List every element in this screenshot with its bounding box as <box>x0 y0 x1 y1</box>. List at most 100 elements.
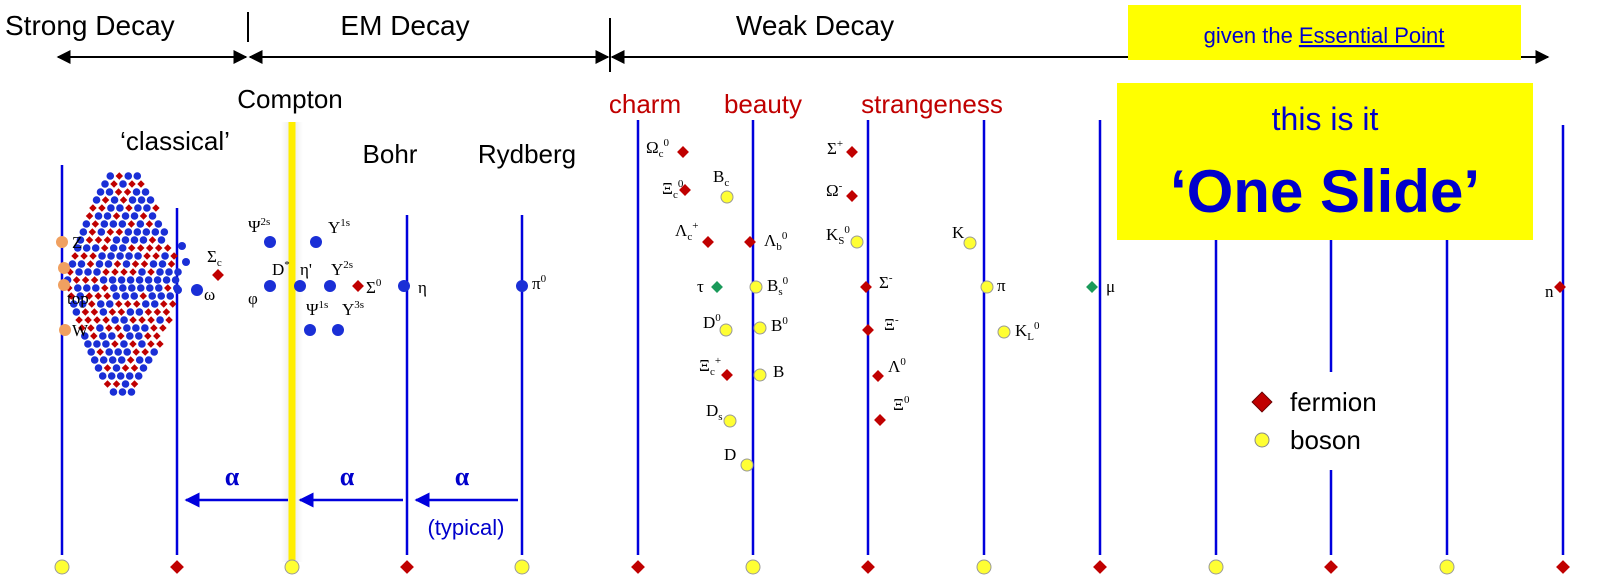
particle-symbol: Ξ <box>884 315 895 334</box>
dot <box>118 220 127 228</box>
particle-sup: * <box>284 259 290 271</box>
particle-label: Ψ2s <box>248 216 270 236</box>
dot <box>130 212 139 220</box>
legend-label: fermion <box>1290 387 1377 417</box>
particle-label: Z <box>72 233 82 252</box>
dot <box>69 300 78 308</box>
diamond <box>145 220 154 228</box>
dot <box>749 280 763 294</box>
dot <box>139 236 148 244</box>
dot <box>156 268 164 276</box>
dot <box>95 260 104 268</box>
headline-2: ‘One Slide’ <box>1170 158 1480 225</box>
dot <box>68 260 77 268</box>
diamond <box>96 348 104 356</box>
dot <box>109 220 118 228</box>
particle-symbol: Ω <box>826 181 839 200</box>
diamond <box>156 340 164 348</box>
dot <box>116 372 125 380</box>
flavor-label: beauty <box>724 89 802 119</box>
dot <box>99 356 108 364</box>
dot <box>96 300 105 308</box>
particle-symbol: π <box>532 274 541 293</box>
dot <box>166 292 175 300</box>
diamond <box>120 268 128 276</box>
particle-sup: 3s <box>354 299 364 311</box>
note-link[interactable]: Essential Point <box>1299 23 1445 48</box>
particle-label: Bs0 <box>767 275 789 298</box>
particle-label: KS0 <box>826 224 850 247</box>
dot <box>136 220 145 228</box>
dot <box>976 559 992 575</box>
dot <box>148 292 157 300</box>
diamond <box>153 308 162 316</box>
note: given the Essential Point <box>1204 23 1445 48</box>
particle-sup: 0 <box>1034 320 1040 332</box>
scale-label: Bohr <box>363 139 418 169</box>
dot <box>77 260 86 268</box>
dot <box>112 364 121 372</box>
particle-symbol: Ξ <box>893 395 904 414</box>
dot <box>144 276 153 284</box>
diamond <box>130 364 139 372</box>
dot <box>753 368 767 382</box>
particle-sup: + <box>692 220 698 232</box>
diamond <box>75 316 83 324</box>
dot <box>753 321 767 335</box>
particle-symbol: π <box>997 276 1006 295</box>
diamond <box>93 316 101 324</box>
dot <box>100 220 109 228</box>
particle-symbol: Υ <box>328 218 340 237</box>
diamond <box>1093 560 1107 574</box>
particle-symbol: D <box>703 313 715 332</box>
dot <box>121 236 130 244</box>
particle-label: φ <box>248 289 258 308</box>
dot <box>105 348 113 356</box>
dot <box>294 280 306 292</box>
dot <box>125 252 133 260</box>
flavor-label: charm <box>609 89 681 119</box>
dot <box>134 372 143 380</box>
diamond <box>164 284 172 292</box>
dot <box>191 284 203 296</box>
particle-label: W <box>72 321 89 340</box>
particle-label: Ψ1s <box>306 299 328 319</box>
dot <box>120 316 128 324</box>
particle-symbol: Ψ <box>248 217 261 236</box>
alpha: α <box>340 462 355 491</box>
particle-label: Bc <box>713 167 729 189</box>
diamond <box>85 236 94 244</box>
dot <box>141 324 149 332</box>
dot <box>997 325 1011 339</box>
diamond <box>141 348 149 356</box>
dot <box>114 348 122 356</box>
particle-sub: c <box>217 257 222 269</box>
dot <box>138 268 146 276</box>
diamond <box>87 324 95 332</box>
dot <box>174 268 182 276</box>
diamond <box>102 316 110 324</box>
dot <box>135 308 144 316</box>
particle-symbol: K <box>1015 321 1028 340</box>
particle-symbol: Λ <box>675 221 688 240</box>
particle-sup: 0 <box>678 178 684 190</box>
dot <box>264 236 276 248</box>
particle-symbol: Σ <box>366 278 376 297</box>
diamond <box>140 260 149 268</box>
diamond <box>112 380 121 388</box>
diamond <box>162 308 171 316</box>
diamond <box>115 172 124 180</box>
diamond <box>123 188 132 196</box>
dot <box>116 252 124 260</box>
particle-symbol: Σ <box>879 273 889 292</box>
dot <box>54 559 70 575</box>
dot <box>121 212 130 220</box>
diamond <box>132 300 141 308</box>
particle-label: Λ0 <box>888 356 906 376</box>
dot <box>117 356 126 364</box>
particle-sup: 1s <box>319 299 329 311</box>
dot <box>104 260 113 268</box>
diamond <box>872 370 884 382</box>
particle-symbol: K <box>826 225 839 244</box>
dot <box>157 292 166 300</box>
